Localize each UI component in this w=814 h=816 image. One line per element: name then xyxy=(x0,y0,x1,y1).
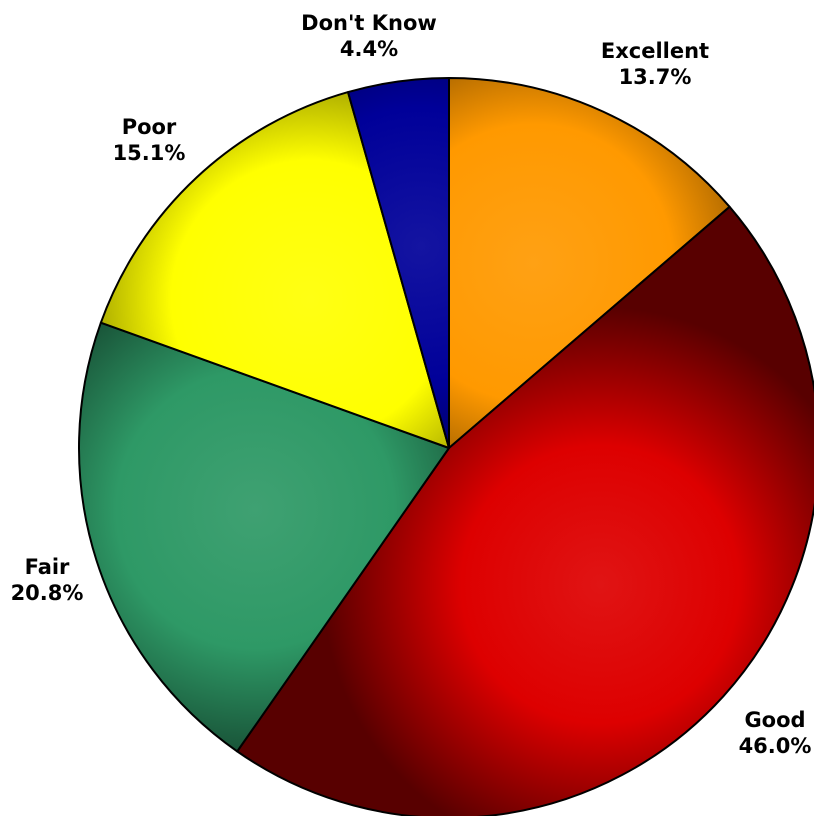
slice-label-value: 15.1% xyxy=(113,141,186,165)
pie-slice-excellent xyxy=(448,77,731,449)
pie-slice-good xyxy=(236,205,814,816)
slice-label-value: 13.7% xyxy=(619,65,692,89)
pie-slice-fair xyxy=(78,321,450,753)
slice-label-value: 20.8% xyxy=(11,581,84,605)
slice-label-name: Good xyxy=(744,708,805,732)
pie-slice-don-t-know xyxy=(347,77,450,449)
pie-slice-poor xyxy=(99,91,450,449)
slice-label-name: Fair xyxy=(25,555,70,579)
slice-label-value: 4.4% xyxy=(340,37,398,61)
slice-label-name: Excellent xyxy=(601,39,709,63)
slices-layer xyxy=(78,77,814,816)
slice-label-name: Poor xyxy=(122,115,177,139)
slice-label-name: Don't Know xyxy=(301,11,437,35)
slice-label-value: 46.0% xyxy=(739,734,812,758)
